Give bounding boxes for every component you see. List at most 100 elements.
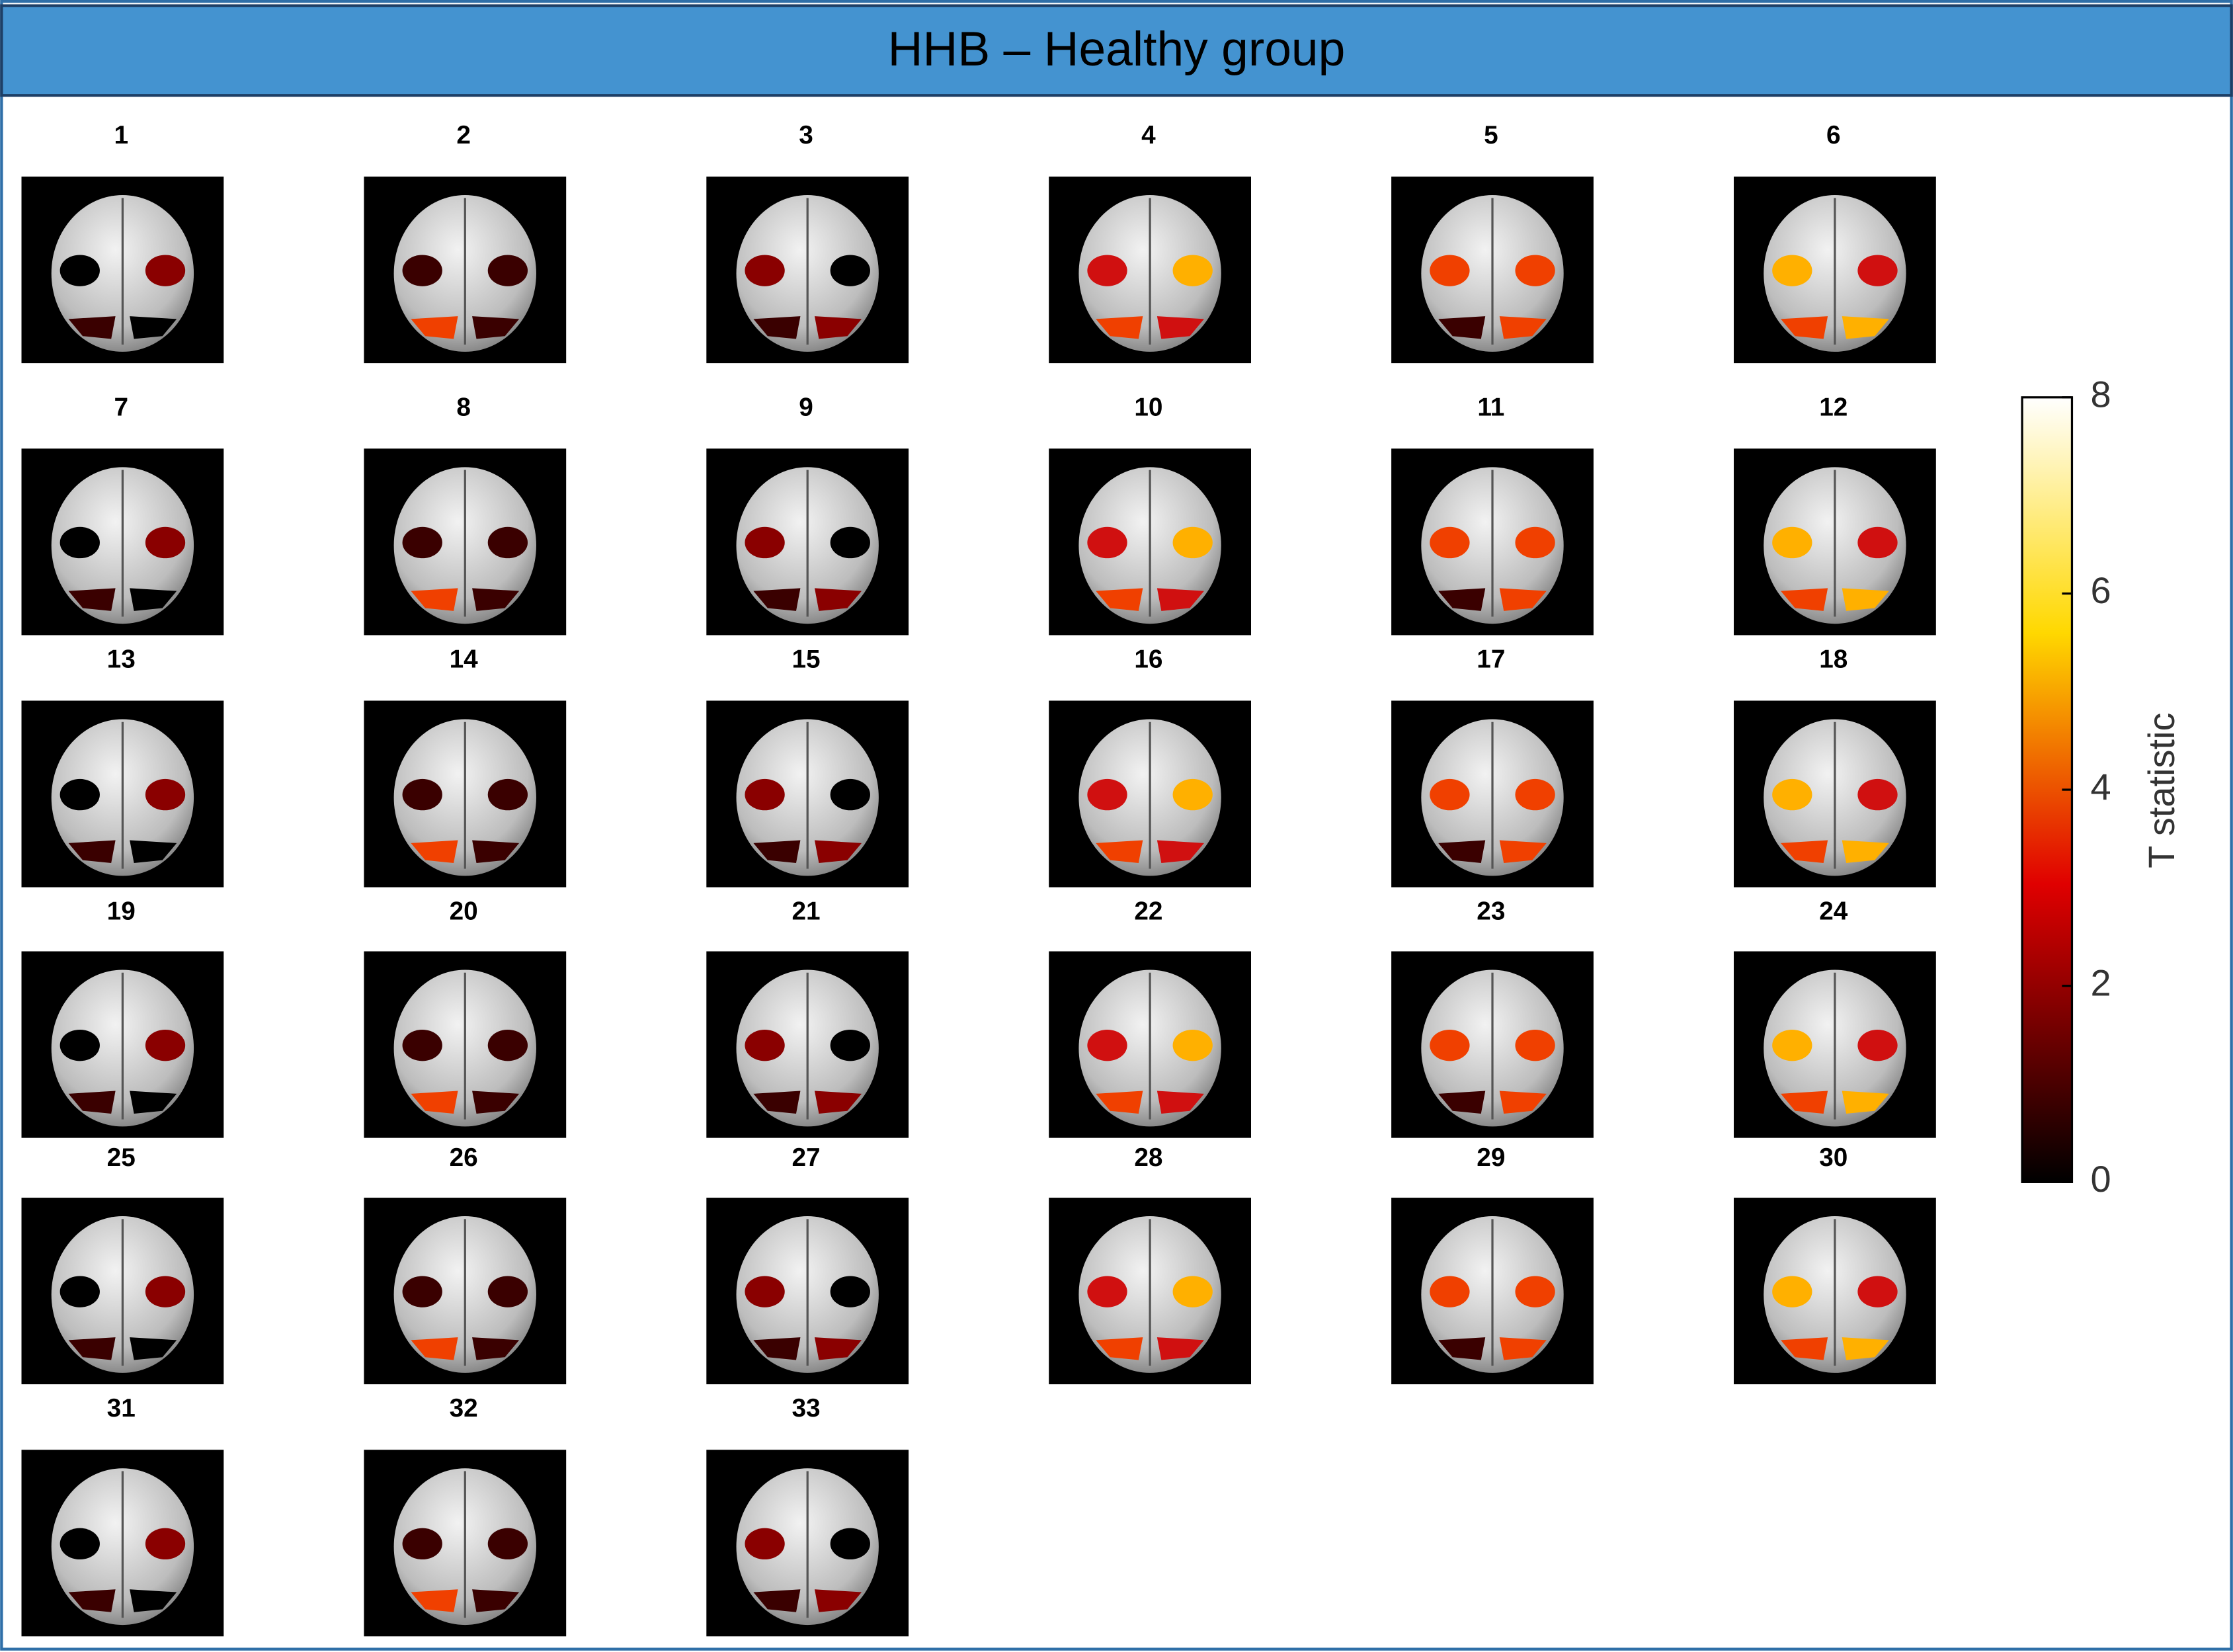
region — [814, 1589, 862, 1612]
region — [1096, 840, 1143, 863]
region — [411, 840, 458, 863]
panel-label: 31 — [107, 1394, 136, 1423]
panel-label: 10 — [1134, 393, 1162, 421]
region — [60, 1528, 100, 1560]
panel-label: 5 — [1484, 121, 1498, 149]
region — [487, 526, 528, 559]
region — [1157, 316, 1204, 339]
region — [1430, 255, 1470, 286]
region — [1172, 1029, 1213, 1061]
panel-label: 28 — [1134, 1143, 1162, 1172]
panel-label: 33 — [792, 1394, 820, 1423]
region — [1781, 588, 1828, 611]
region — [411, 1091, 458, 1114]
panel-label: 18 — [1819, 645, 1847, 673]
region — [68, 1091, 116, 1114]
panel-label: 26 — [450, 1143, 478, 1172]
region — [472, 1589, 520, 1612]
panel-label: 8 — [456, 393, 471, 421]
region — [130, 588, 177, 611]
region — [814, 840, 862, 863]
region — [1772, 1276, 1812, 1307]
region — [753, 1091, 801, 1114]
region — [130, 316, 177, 339]
region — [1857, 1029, 1898, 1061]
region — [1515, 1029, 1555, 1061]
region — [68, 588, 116, 611]
panel-label: 11 — [1477, 393, 1504, 421]
panel-label: 6 — [1826, 121, 1841, 149]
panel-label: 3 — [799, 121, 813, 149]
region — [487, 1528, 528, 1560]
region — [1499, 1091, 1547, 1114]
panel-label: 29 — [1477, 1143, 1505, 1172]
region — [60, 1029, 100, 1061]
region — [830, 255, 870, 286]
region — [1172, 778, 1213, 811]
region — [1157, 840, 1204, 863]
region — [1515, 1276, 1555, 1307]
region — [1842, 316, 1889, 339]
region — [745, 1528, 785, 1560]
region — [830, 1528, 870, 1560]
region — [814, 316, 862, 339]
region — [1781, 316, 1828, 339]
panel-label: 24 — [1819, 897, 1848, 926]
panel-label: 25 — [107, 1143, 136, 1172]
region — [753, 840, 801, 863]
region — [1842, 1337, 1889, 1360]
region — [145, 1276, 186, 1307]
region — [402, 1528, 442, 1560]
region — [1499, 1337, 1547, 1360]
region — [145, 1528, 186, 1560]
region — [814, 588, 862, 611]
panel-label: 23 — [1477, 897, 1505, 926]
region — [753, 1337, 801, 1360]
region — [68, 316, 116, 339]
region — [1438, 1091, 1486, 1114]
header-bar — [0, 4, 2233, 97]
region — [1430, 1029, 1470, 1061]
region — [411, 1337, 458, 1360]
region — [1096, 588, 1143, 611]
region — [1857, 778, 1898, 811]
region — [1430, 1276, 1470, 1307]
region — [60, 1276, 100, 1307]
region — [830, 1029, 870, 1061]
region — [130, 1337, 177, 1360]
region — [830, 778, 870, 811]
region — [745, 1276, 785, 1307]
region — [487, 255, 528, 286]
region — [472, 316, 520, 339]
tick-label: 2 — [2090, 962, 2111, 1004]
region — [411, 588, 458, 611]
tick-label: 6 — [2090, 569, 2111, 611]
region — [753, 1589, 801, 1612]
region — [1157, 1091, 1204, 1114]
region — [1499, 588, 1547, 611]
region — [1842, 588, 1889, 611]
region — [411, 1589, 458, 1612]
region — [1499, 840, 1547, 863]
region — [60, 255, 100, 286]
region — [402, 526, 442, 559]
region — [1096, 1091, 1143, 1114]
panel-label: 22 — [1134, 897, 1162, 926]
region — [753, 316, 801, 339]
region — [814, 1337, 862, 1360]
tick-label: 0 — [2090, 1158, 2111, 1200]
region — [68, 840, 116, 863]
panel-label: 15 — [792, 645, 820, 673]
panel-label: 32 — [450, 1394, 478, 1423]
region — [1430, 778, 1470, 811]
region — [1157, 588, 1204, 611]
region — [1430, 526, 1470, 559]
region — [753, 588, 801, 611]
region — [472, 840, 520, 863]
region — [1781, 840, 1828, 863]
region — [1096, 316, 1143, 339]
panel-label: 30 — [1819, 1143, 1847, 1172]
region — [1438, 840, 1486, 863]
